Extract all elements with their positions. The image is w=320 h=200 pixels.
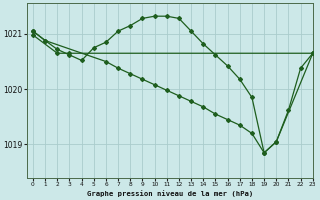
X-axis label: Graphe pression niveau de la mer (hPa): Graphe pression niveau de la mer (hPa) — [87, 190, 253, 197]
